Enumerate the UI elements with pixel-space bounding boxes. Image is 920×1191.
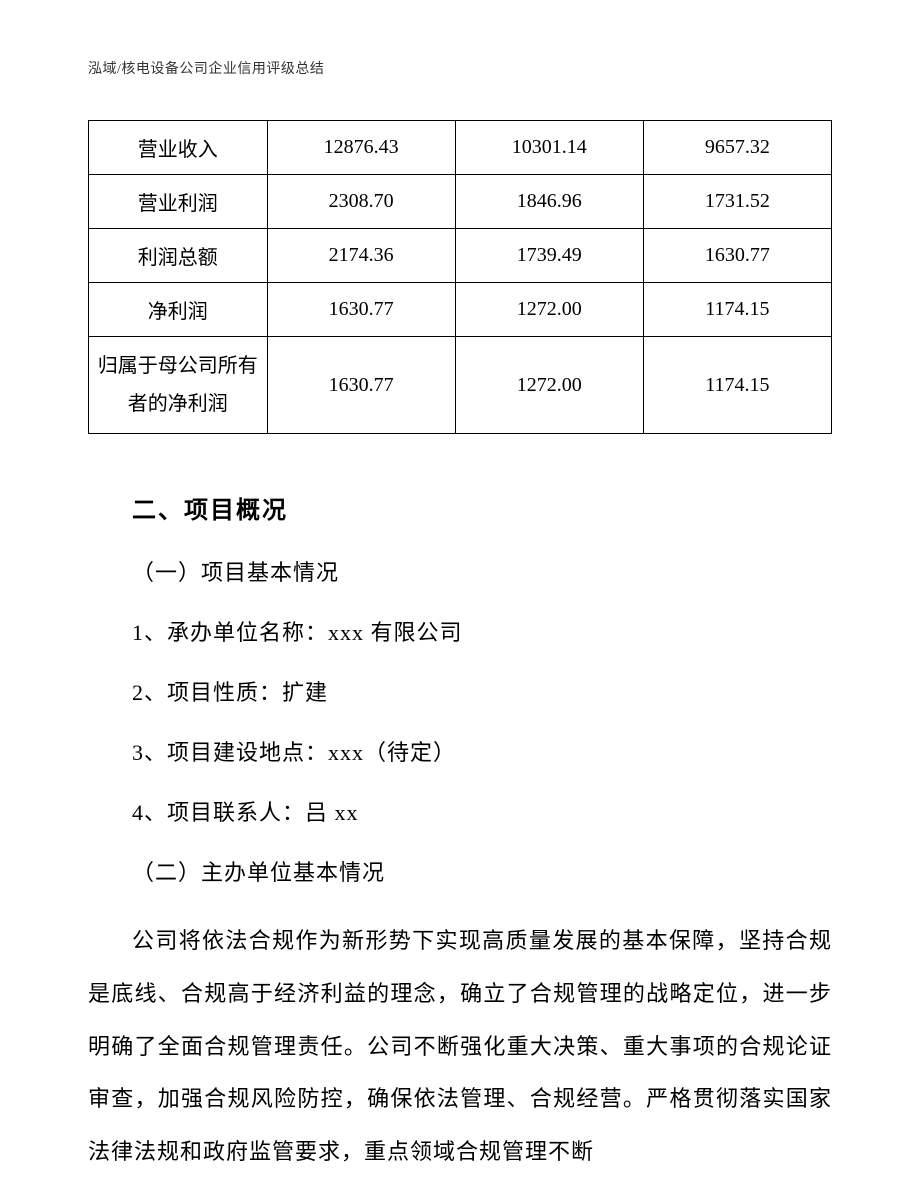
list-item: 1、承办单位名称：xxx 有限公司 (132, 615, 832, 647)
table-row: 营业收入 12876.43 10301.14 9657.32 (89, 121, 832, 175)
list-item: 3、项目建设地点：xxx（待定） (132, 735, 832, 767)
sub-heading: （一）项目基本情况 (132, 555, 832, 587)
financial-table: 营业收入 12876.43 10301.14 9657.32 营业利润 2308… (88, 120, 832, 434)
table-cell: 12876.43 (267, 121, 455, 175)
table-cell: 1630.77 (267, 283, 455, 337)
table-cell: 1174.15 (643, 283, 831, 337)
section-heading: 二、项目概况 (132, 490, 832, 525)
row-label: 营业利润 (89, 175, 268, 229)
list-item: 2、项目性质：扩建 (132, 675, 832, 707)
table-cell: 10301.14 (455, 121, 643, 175)
table-cell: 1630.77 (643, 229, 831, 283)
sub-heading: （二）主办单位基本情况 (132, 855, 832, 887)
table-cell: 2308.70 (267, 175, 455, 229)
table-row: 归属于母公司所有 者的净利润 1630.77 1272.00 1174.15 (89, 337, 832, 434)
table-cell: 9657.32 (643, 121, 831, 175)
table-cell: 1272.00 (455, 283, 643, 337)
table-cell: 2174.36 (267, 229, 455, 283)
label-line: 者的净利润 (128, 393, 228, 415)
table-row: 利润总额 2174.36 1739.49 1630.77 (89, 229, 832, 283)
table-row: 营业利润 2308.70 1846.96 1731.52 (89, 175, 832, 229)
table-cell: 1846.96 (455, 175, 643, 229)
table-cell: 1272.00 (455, 337, 643, 434)
table-cell: 1630.77 (267, 337, 455, 434)
row-label: 归属于母公司所有 者的净利润 (89, 337, 268, 434)
body-paragraph: 公司将依法合规作为新形势下实现高质量发展的基本保障，坚持合规是底线、合规高于经济… (88, 915, 832, 1179)
list-item: 4、项目联系人：吕 xx (132, 795, 832, 827)
row-label: 营业收入 (89, 121, 268, 175)
label-line: 归属于母公司所有 (98, 355, 258, 377)
table-cell: 1731.52 (643, 175, 831, 229)
table-row: 净利润 1630.77 1272.00 1174.15 (89, 283, 832, 337)
page-header: 泓域/核电设备公司企业信用评级总结 (88, 58, 832, 78)
row-label: 净利润 (89, 283, 268, 337)
table-cell: 1739.49 (455, 229, 643, 283)
row-label: 利润总额 (89, 229, 268, 283)
table-cell: 1174.15 (643, 337, 831, 434)
